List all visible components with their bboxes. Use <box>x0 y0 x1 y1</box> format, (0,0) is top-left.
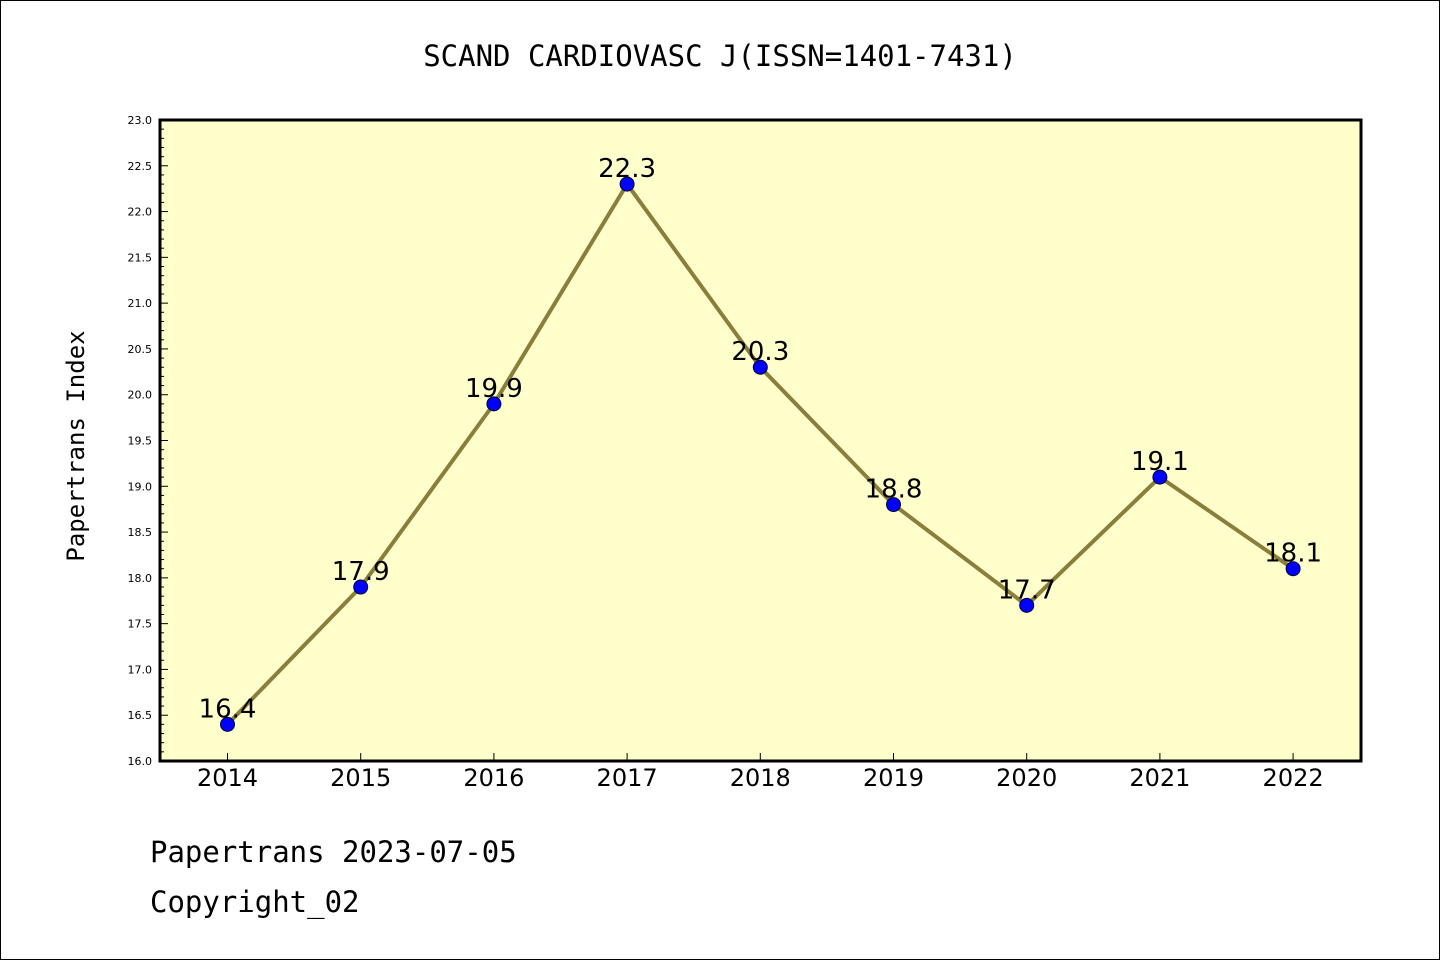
y-tick-label: 16.0 <box>128 755 153 768</box>
x-tick-label: 2016 <box>463 764 524 792</box>
x-tick-label: 2020 <box>996 764 1057 792</box>
data-label: 18.8 <box>865 475 923 505</box>
data-point <box>886 497 901 513</box>
data-label: 18.1 <box>1264 539 1322 569</box>
y-tick-label: 18.0 <box>128 572 153 585</box>
data-label: 17.7 <box>998 575 1056 605</box>
data-label: 22.3 <box>598 154 656 184</box>
data-point <box>1152 469 1168 485</box>
y-tick-label: 22.5 <box>128 160 153 173</box>
y-tick-label: 17.5 <box>128 618 153 631</box>
y-tick-label: 16.5 <box>128 709 153 722</box>
data-point <box>1019 597 1035 613</box>
y-tick-label: 19.0 <box>128 480 153 493</box>
footer-copyright: Copyright_02 <box>150 885 360 919</box>
data-point <box>1285 561 1301 577</box>
plot-area <box>158 118 1363 763</box>
footer-date: Papertrans 2023-07-05 <box>150 835 517 869</box>
y-tick-label: 21.5 <box>128 251 153 264</box>
data-label: 20.3 <box>731 337 789 367</box>
x-tick-label: 2014 <box>197 764 258 792</box>
data-label: 16.4 <box>199 694 257 724</box>
x-tick-label: 2019 <box>863 764 924 792</box>
x-tick-label: 2021 <box>1129 764 1190 792</box>
y-tick-label: 17.0 <box>128 663 153 676</box>
y-tick-label: 20.0 <box>128 389 153 402</box>
data-point <box>220 716 235 732</box>
y-tick-label: 21.0 <box>128 297 153 310</box>
data-point <box>486 396 502 412</box>
y-tick-label: 18.5 <box>128 526 153 539</box>
x-tick-label: 2017 <box>597 764 658 792</box>
y-tick-label: 20.5 <box>128 343 153 356</box>
y-axis-label: Papertrans Index <box>62 330 90 561</box>
y-axis: 16.0 16.5 17.0 17.5 18.0 18.5 19.0 19.5 20.0 20.5… <box>128 114 168 768</box>
y-tick-label: 19.5 <box>128 435 153 448</box>
data-point <box>353 579 369 595</box>
data-point <box>752 359 768 375</box>
chart-title: SCAND CARDIOVASC J(ISSN=1401-7431) <box>423 39 1017 73</box>
data-label: 19.9 <box>465 374 523 404</box>
x-tick-label: 2022 <box>1263 764 1324 792</box>
x-tick-label: 2015 <box>330 764 391 792</box>
y-tick-label: 23.0 <box>128 114 153 127</box>
x-tick-label: 2018 <box>730 764 791 792</box>
series: 16.4 17.9 19.9 22.3 20.3 18.8 17.7 19.1 18.1 <box>199 154 1322 732</box>
data-label: 17.9 <box>332 557 390 587</box>
y-tick-label: 22.0 <box>128 206 153 219</box>
data-label: 19.1 <box>1131 447 1189 477</box>
data-point <box>619 176 635 192</box>
x-axis: 2014 2015 2016 2017 2018 2019 2020 2021 2022 <box>197 753 1324 792</box>
